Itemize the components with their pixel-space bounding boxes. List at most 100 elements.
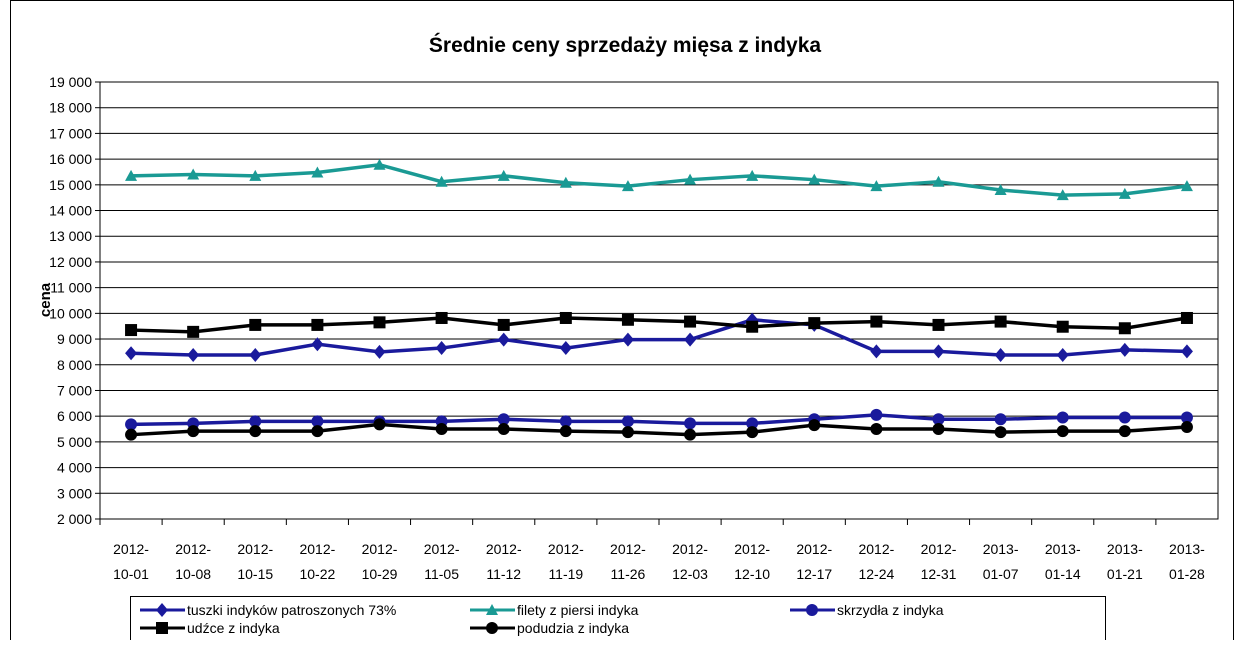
y-tick-label: 14 000 [49, 203, 92, 219]
marker [870, 423, 883, 436]
y-tick-label: 13 000 [49, 228, 92, 244]
y-tick-label: 2 000 [57, 511, 92, 527]
legend-label: udźce z indyka [187, 620, 280, 636]
marker [486, 622, 498, 634]
x-tick-label: 2013-01-28 [1169, 541, 1205, 582]
marker [808, 173, 821, 185]
y-tick-label: 17 000 [49, 125, 92, 141]
x-tick-label: 2012-10-01 [113, 541, 149, 582]
marker [932, 413, 945, 426]
marker [497, 332, 510, 347]
marker [1180, 420, 1193, 433]
marker [870, 344, 883, 359]
legend-label: tuszki indyków patroszonych 73% [187, 602, 396, 618]
marker [1180, 311, 1193, 324]
x-tick-label: 2012-10-29 [362, 541, 398, 582]
marker [125, 169, 138, 181]
marker [1118, 322, 1131, 335]
x-tick-label: 2012-11-05 [424, 541, 460, 582]
marker [870, 180, 883, 192]
y-tick-label: 4 000 [57, 460, 92, 476]
y-tick-label: 10 000 [49, 305, 92, 321]
marker [746, 426, 759, 439]
marker [932, 318, 945, 331]
marker [187, 425, 200, 438]
x-tick-label: 2013-01-07 [983, 541, 1019, 582]
legend-label: filety z piersi indyka [517, 602, 639, 618]
marker [1056, 347, 1069, 362]
marker [808, 317, 821, 330]
marker [870, 408, 883, 421]
marker [808, 419, 821, 432]
marker [746, 169, 759, 181]
x-tick-label: 2012-12-10 [734, 541, 770, 582]
marker [1056, 320, 1069, 333]
x-tick-label: 2012-10-22 [299, 541, 335, 582]
x-tick-label: 2012-12-31 [921, 541, 957, 582]
marker [559, 415, 572, 428]
marker [1118, 187, 1131, 199]
marker [1118, 342, 1131, 357]
marker [249, 169, 262, 181]
marker [684, 315, 697, 328]
plot-area [99, 81, 1219, 520]
marker [311, 337, 324, 352]
y-tick-label: 9 000 [57, 331, 92, 347]
marker [746, 417, 759, 430]
y-tick-label: 6 000 [57, 408, 92, 424]
marker [621, 426, 634, 439]
marker [932, 175, 945, 187]
marker [994, 347, 1007, 362]
marker [621, 332, 634, 347]
series-line [131, 318, 1187, 357]
y-tick-label: 7 000 [57, 382, 92, 398]
marker [559, 425, 572, 438]
marker [373, 344, 386, 359]
marker [187, 347, 200, 362]
marker [497, 318, 510, 331]
marker [1118, 411, 1131, 424]
marker [994, 315, 1007, 328]
marker [684, 173, 697, 185]
x-tick-label: 2013-01-14 [1045, 541, 1081, 582]
marker [684, 428, 697, 441]
legend-label: podudzia z indyka [517, 620, 629, 636]
marker [486, 604, 498, 615]
x-tick-label: 2012-11-19 [548, 541, 584, 582]
marker [559, 311, 572, 324]
marker [994, 183, 1007, 195]
marker [373, 418, 386, 431]
x-tick-label: 2012-12-17 [796, 541, 832, 582]
x-tick-label: 2012-10-08 [175, 541, 211, 582]
marker [249, 318, 262, 331]
marker [932, 344, 945, 359]
marker [1056, 189, 1069, 201]
marker [1180, 180, 1193, 192]
y-tick-label: 11 000 [50, 280, 92, 296]
marker [1056, 411, 1069, 424]
y-axis-title: cena [37, 282, 54, 317]
y-tick-label: 5 000 [57, 434, 92, 450]
marker [870, 315, 883, 328]
marker [559, 176, 572, 188]
marker [373, 316, 386, 329]
marker [435, 423, 448, 436]
marker [806, 604, 818, 616]
marker [187, 325, 200, 338]
chart-title: Średnie ceny sprzedaży mięsa z indyka [429, 33, 822, 57]
marker [994, 413, 1007, 426]
marker [621, 415, 634, 428]
y-tick-label: 12 000 [49, 254, 92, 270]
series-line [131, 316, 1188, 334]
series-line [131, 413, 1187, 427]
y-tick-label: 15 000 [49, 177, 92, 193]
y-tick-label: 19 000 [49, 74, 92, 90]
legend-box [130, 596, 1106, 645]
marker [746, 320, 759, 333]
legend-label: skrzydła z indyka [837, 602, 944, 618]
marker [187, 168, 200, 180]
marker [435, 175, 448, 187]
marker [373, 158, 386, 170]
marker [311, 425, 324, 438]
marker [125, 346, 138, 361]
